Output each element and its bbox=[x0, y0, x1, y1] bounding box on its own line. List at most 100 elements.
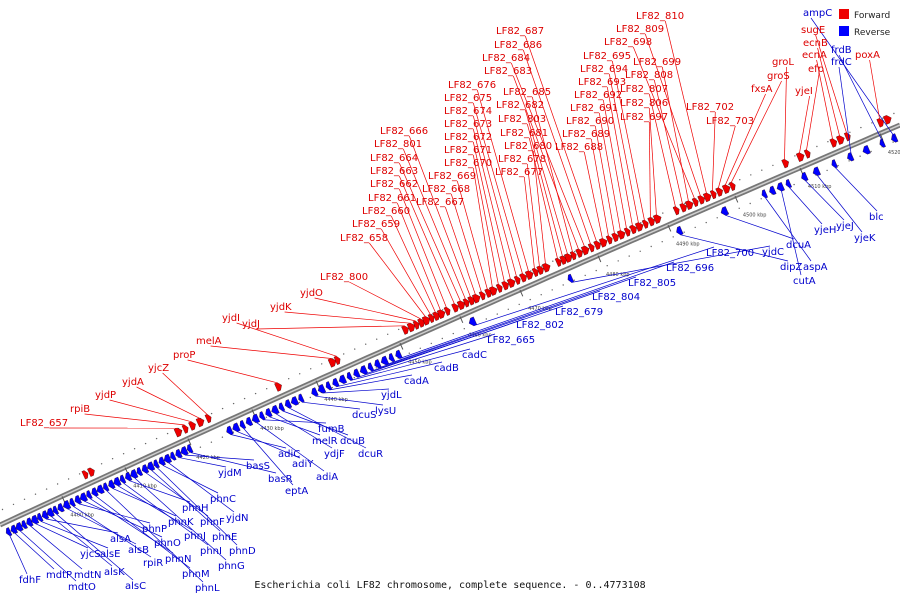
forward-gene-arrow[interactable] bbox=[432, 311, 441, 321]
reverse-gene-arrow[interactable] bbox=[244, 416, 254, 427]
reverse-gene-arrow[interactable] bbox=[129, 469, 139, 479]
reverse-gene-arrow[interactable] bbox=[135, 467, 144, 477]
reverse-gene-arrow[interactable] bbox=[78, 492, 88, 503]
reverse-gene-arrow[interactable] bbox=[373, 359, 382, 369]
forward-gene-arrow[interactable] bbox=[629, 224, 639, 235]
forward-gene-arrow[interactable] bbox=[204, 413, 213, 424]
forward-gene-arrow[interactable] bbox=[605, 235, 614, 245]
reverse-gene-arrow[interactable] bbox=[811, 166, 821, 177]
reverse-gene-arrow[interactable] bbox=[289, 396, 300, 406]
forward-gene-arrow[interactable] bbox=[531, 267, 540, 277]
reverse-gene-arrow[interactable] bbox=[719, 206, 729, 216]
forward-gene-arrow[interactable] bbox=[471, 293, 482, 304]
reverse-gene-arrow[interactable] bbox=[20, 520, 28, 530]
forward-gene-arrow[interactable] bbox=[87, 467, 96, 477]
forward-gene-arrow[interactable] bbox=[652, 213, 663, 224]
forward-gene-arrow[interactable] bbox=[672, 205, 681, 216]
forward-gene-arrow[interactable] bbox=[679, 202, 689, 213]
forward-gene-arrow[interactable] bbox=[593, 240, 603, 250]
forward-gene-arrow[interactable] bbox=[587, 242, 596, 253]
reverse-gene-arrow[interactable] bbox=[231, 422, 241, 433]
reverse-gene-arrow[interactable] bbox=[169, 451, 177, 462]
reverse-gene-arrow[interactable] bbox=[124, 471, 133, 482]
forward-gene-arrow[interactable] bbox=[697, 194, 707, 205]
reverse-gene-arrow[interactable] bbox=[387, 353, 396, 363]
forward-gene-arrow[interactable] bbox=[488, 285, 499, 296]
reverse-gene-arrow[interactable] bbox=[264, 408, 273, 418]
reverse-gene-arrow[interactable] bbox=[379, 355, 390, 366]
reverse-gene-arrow[interactable] bbox=[102, 482, 110, 493]
reverse-gene-arrow[interactable] bbox=[337, 374, 348, 385]
reverse-gene-arrow[interactable] bbox=[56, 503, 65, 513]
reverse-gene-arrow[interactable] bbox=[145, 461, 156, 472]
forward-gene-arrow[interactable] bbox=[501, 280, 511, 291]
forward-gene-arrow[interactable] bbox=[554, 257, 563, 267]
forward-gene-arrow[interactable] bbox=[436, 308, 447, 319]
forward-gene-arrow[interactable] bbox=[524, 269, 535, 280]
forward-gene-arrow[interactable] bbox=[467, 295, 477, 306]
reverse-gene-arrow[interactable] bbox=[878, 138, 886, 149]
reverse-gene-arrow[interactable] bbox=[394, 349, 403, 360]
reverse-gene-arrow[interactable] bbox=[36, 512, 44, 523]
reverse-gene-arrow[interactable] bbox=[270, 404, 280, 415]
forward-gene-arrow[interactable] bbox=[634, 221, 645, 232]
forward-gene-arrow[interactable] bbox=[876, 117, 886, 128]
reverse-gene-arrow[interactable] bbox=[14, 522, 24, 532]
forward-gene-arrow[interactable] bbox=[443, 306, 452, 316]
reverse-gene-arrow[interactable] bbox=[45, 507, 55, 518]
forward-gene-arrow[interactable] bbox=[519, 272, 529, 283]
reverse-gene-arrow[interactable] bbox=[784, 179, 792, 189]
reverse-gene-arrow[interactable] bbox=[352, 368, 361, 379]
reverse-gene-arrow[interactable] bbox=[316, 384, 327, 394]
forward-gene-arrow[interactable] bbox=[728, 181, 737, 191]
reverse-gene-arrow[interactable] bbox=[467, 316, 478, 327]
forward-gene-arrow[interactable] bbox=[616, 229, 627, 240]
forward-gene-arrow[interactable] bbox=[611, 232, 621, 243]
reverse-gene-arrow[interactable] bbox=[68, 497, 76, 508]
reverse-gene-arrow[interactable] bbox=[174, 448, 183, 459]
reverse-gene-arrow[interactable] bbox=[90, 487, 99, 498]
reverse-gene-arrow[interactable] bbox=[331, 377, 340, 388]
reverse-gene-arrow[interactable] bbox=[4, 527, 13, 537]
reverse-strand-genes[interactable] bbox=[4, 133, 899, 537]
forward-gene-arrow[interactable] bbox=[541, 262, 552, 273]
reverse-gene-arrow[interactable] bbox=[152, 459, 160, 470]
forward-gene-arrow[interactable] bbox=[691, 197, 700, 207]
forward-gene-arrow[interactable] bbox=[580, 245, 591, 256]
forward-gene-arrow[interactable] bbox=[709, 189, 718, 200]
forward-gene-arrow[interactable] bbox=[598, 237, 609, 248]
reverse-gene-arrow[interactable] bbox=[283, 399, 293, 409]
reverse-gene-arrow[interactable] bbox=[566, 273, 574, 284]
reverse-gene-arrow[interactable] bbox=[73, 495, 82, 505]
forward-gene-arrow[interactable] bbox=[181, 424, 190, 434]
forward-gene-arrow[interactable] bbox=[721, 183, 732, 194]
reverse-gene-arrow[interactable] bbox=[830, 159, 838, 169]
reverse-gene-arrow[interactable] bbox=[800, 171, 809, 182]
forward-gene-arrow[interactable] bbox=[421, 315, 432, 326]
reverse-gene-arrow[interactable] bbox=[890, 133, 899, 144]
reverse-gene-arrow[interactable] bbox=[345, 371, 354, 382]
reverse-gene-arrow[interactable] bbox=[185, 444, 194, 454]
reverse-gene-arrow[interactable] bbox=[25, 517, 34, 528]
reverse-gene-arrow[interactable] bbox=[238, 420, 247, 430]
reverse-gene-arrow[interactable] bbox=[861, 145, 871, 155]
reverse-gene-arrow[interactable] bbox=[366, 362, 375, 373]
forward-gene-arrow[interactable] bbox=[559, 255, 569, 265]
forward-gene-arrow[interactable] bbox=[803, 149, 812, 159]
reverse-gene-arrow[interactable] bbox=[258, 411, 266, 421]
forward-gene-arrow[interactable] bbox=[513, 275, 522, 285]
forward-gene-arrow[interactable] bbox=[484, 288, 494, 298]
forward-gene-arrow[interactable] bbox=[795, 151, 806, 162]
forward-gene-arrow[interactable] bbox=[702, 191, 713, 203]
reverse-gene-arrow[interactable] bbox=[250, 413, 261, 424]
reverse-gene-arrow[interactable] bbox=[675, 225, 684, 236]
forward-gene-arrow[interactable] bbox=[478, 290, 487, 301]
reverse-gene-arrow[interactable] bbox=[51, 505, 60, 516]
reverse-gene-arrow[interactable] bbox=[85, 490, 93, 500]
reverse-gene-arrow[interactable] bbox=[297, 393, 305, 404]
forward-gene-arrow[interactable] bbox=[641, 219, 650, 229]
reverse-gene-arrow[interactable] bbox=[760, 189, 768, 200]
reverse-gene-arrow[interactable] bbox=[162, 453, 172, 464]
reverse-gene-arrow[interactable] bbox=[277, 402, 286, 413]
reverse-gene-arrow[interactable] bbox=[358, 365, 369, 375]
